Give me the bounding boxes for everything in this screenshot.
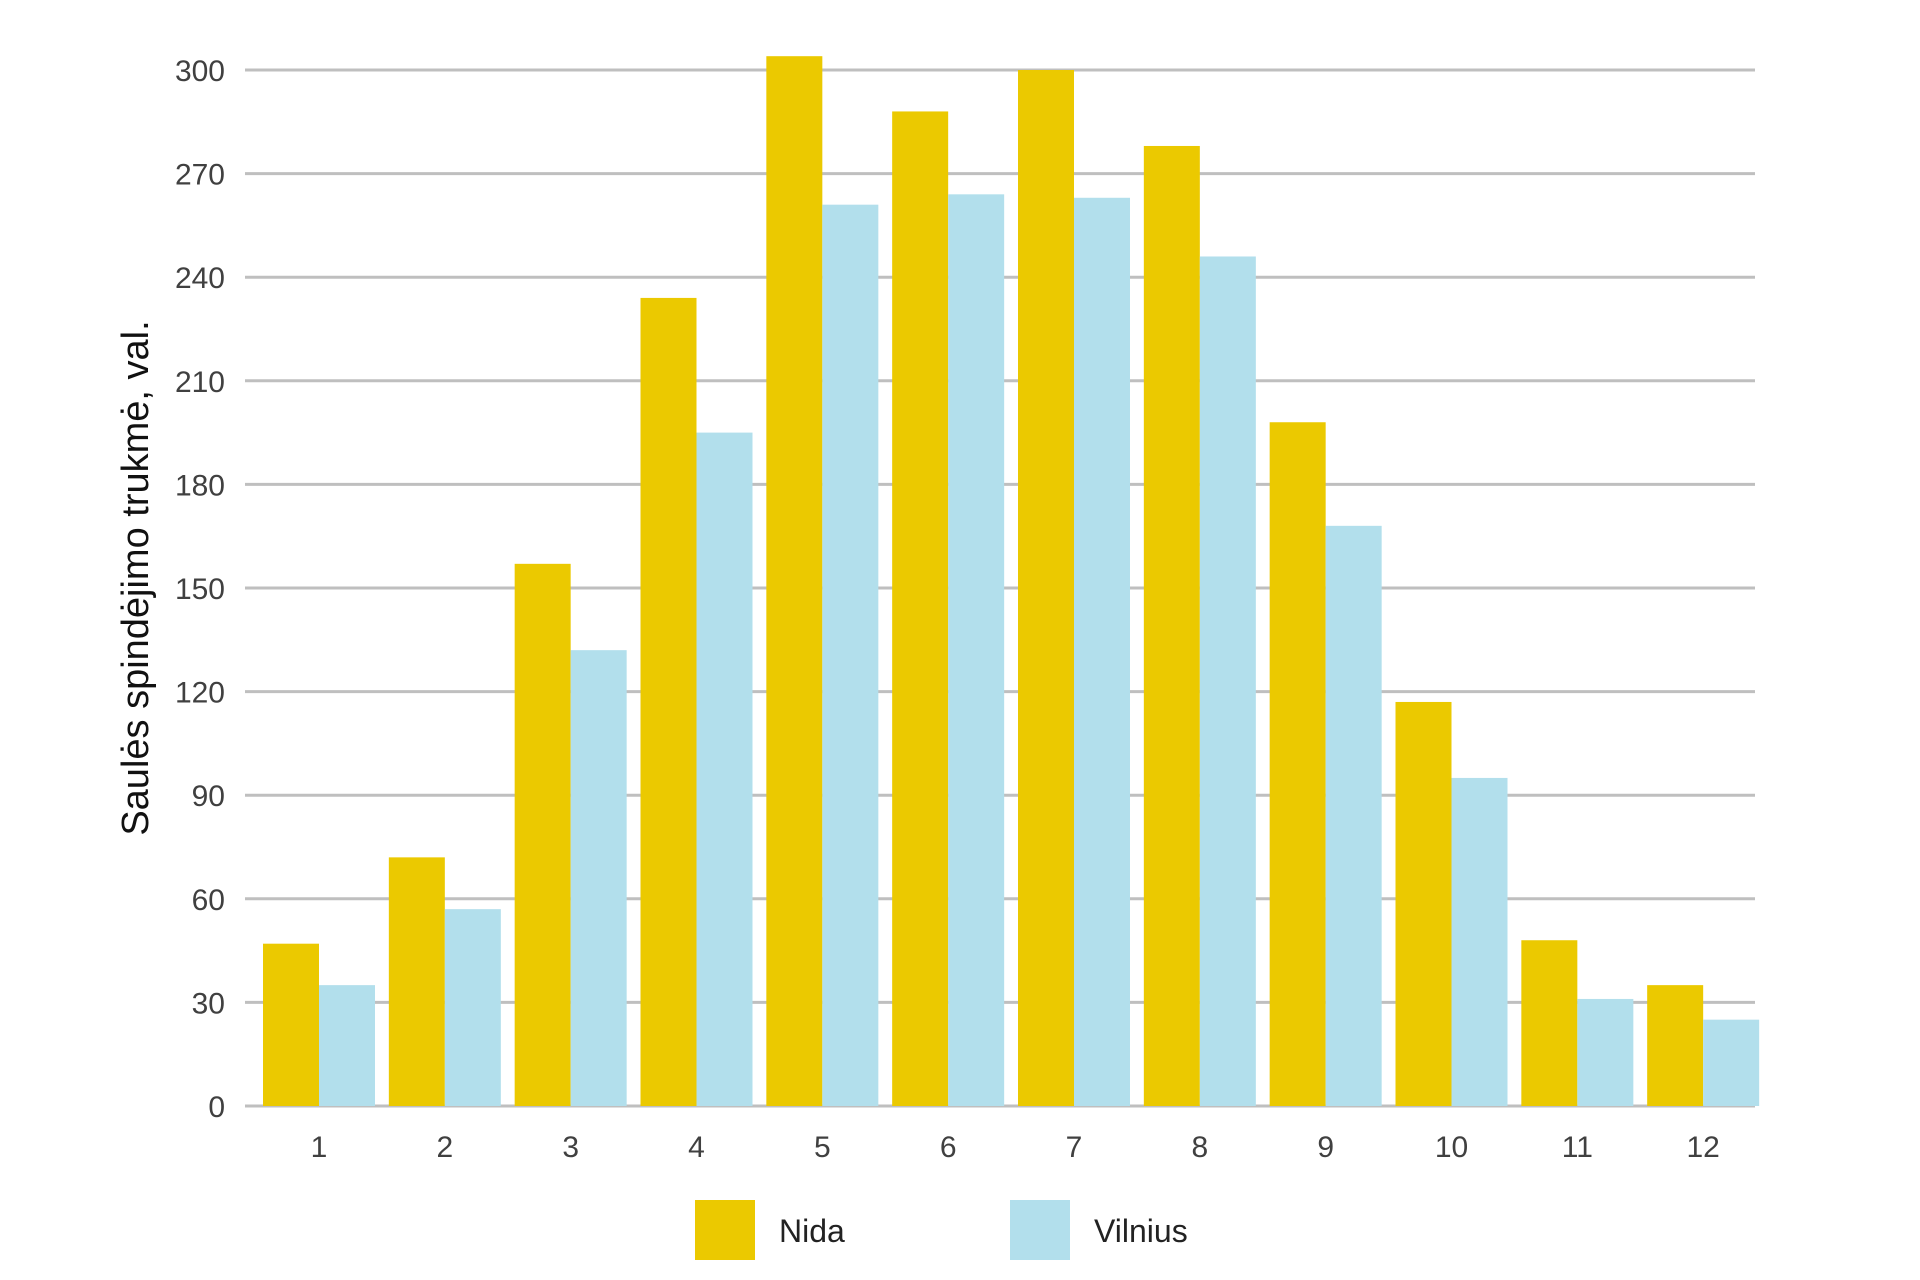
x-tick-label: 4 <box>688 1131 705 1164</box>
y-tick-label: 90 <box>192 780 225 813</box>
bar-nida-4 <box>640 297 697 1106</box>
y-tick-label: 60 <box>192 884 225 917</box>
bar-nida-1 <box>263 943 319 1106</box>
y-tick-label: 0 <box>208 1091 225 1124</box>
y-tick-label: 270 <box>175 159 225 192</box>
y-tick-label: 210 <box>175 366 225 399</box>
x-tick-label: 2 <box>436 1131 453 1164</box>
x-tick-label: 1 <box>311 1131 328 1164</box>
x-tick-label: 7 <box>1066 1131 1083 1164</box>
bar-nida-9 <box>1269 422 1326 1106</box>
bar-vilnius-3 <box>570 650 627 1106</box>
bar-vilnius-6 <box>948 194 1005 1106</box>
bar-nida-10 <box>1395 701 1452 1106</box>
bar-vilnius-4 <box>696 432 753 1107</box>
bar-vilnius-11 <box>1577 998 1634 1106</box>
legend-swatch-nida <box>695 1200 755 1260</box>
bar-nida-6 <box>892 111 949 1106</box>
bar-vilnius-12 <box>1703 1019 1760 1106</box>
x-tick-label: 9 <box>1317 1131 1334 1164</box>
y-tick-label: 120 <box>175 677 225 710</box>
bar-nida-3 <box>514 563 571 1106</box>
bar-nida-2 <box>388 857 445 1106</box>
legend: Nida Vilnius <box>695 1200 1188 1260</box>
bar-vilnius-9 <box>1325 525 1382 1106</box>
bar-vilnius-5 <box>822 204 879 1106</box>
bar-nida-11 <box>1521 940 1578 1106</box>
legend-label-vilnius: Vilnius <box>1094 1213 1188 1249</box>
x-tick-label: 5 <box>814 1131 831 1164</box>
bar-vilnius-7 <box>1074 197 1130 1107</box>
bar-vilnius-2 <box>444 909 501 1106</box>
bar-nida-8 <box>1143 145 1200 1106</box>
bar-nida-12 <box>1647 985 1704 1106</box>
bar-vilnius-1 <box>319 985 375 1106</box>
x-axis-ticks: 1 2 3 4 5 6 7 8 9 10 11 12 <box>311 1131 1720 1164</box>
legend-label-nida: Nida <box>779 1213 845 1249</box>
y-tick-label: 300 <box>175 55 225 88</box>
x-tick-label: 11 <box>1562 1131 1593 1164</box>
y-tick-label: 240 <box>175 262 225 295</box>
x-tick-label: 10 <box>1435 1131 1468 1164</box>
y-axis-ticks: 0 30 60 90 120 150 180 210 240 270 300 <box>175 55 225 1124</box>
x-tick-label: 3 <box>562 1131 579 1164</box>
y-tick-label: 30 <box>192 987 225 1020</box>
x-tick-label: 12 <box>1686 1131 1719 1164</box>
x-tick-label: 6 <box>940 1131 957 1164</box>
bar-nida-5 <box>766 56 823 1107</box>
y-axis-title: Saulės spindėjimo trukmė, val. <box>115 320 157 835</box>
legend-swatch-vilnius <box>1010 1200 1070 1260</box>
y-tick-label: 150 <box>175 573 225 606</box>
bar-vilnius-8 <box>1199 256 1256 1107</box>
bar-vilnius-10 <box>1451 777 1508 1106</box>
y-tick-label: 180 <box>175 469 225 502</box>
bar-nida-7 <box>1018 70 1074 1106</box>
x-tick-label: 8 <box>1191 1131 1208 1164</box>
bars <box>263 56 1760 1107</box>
